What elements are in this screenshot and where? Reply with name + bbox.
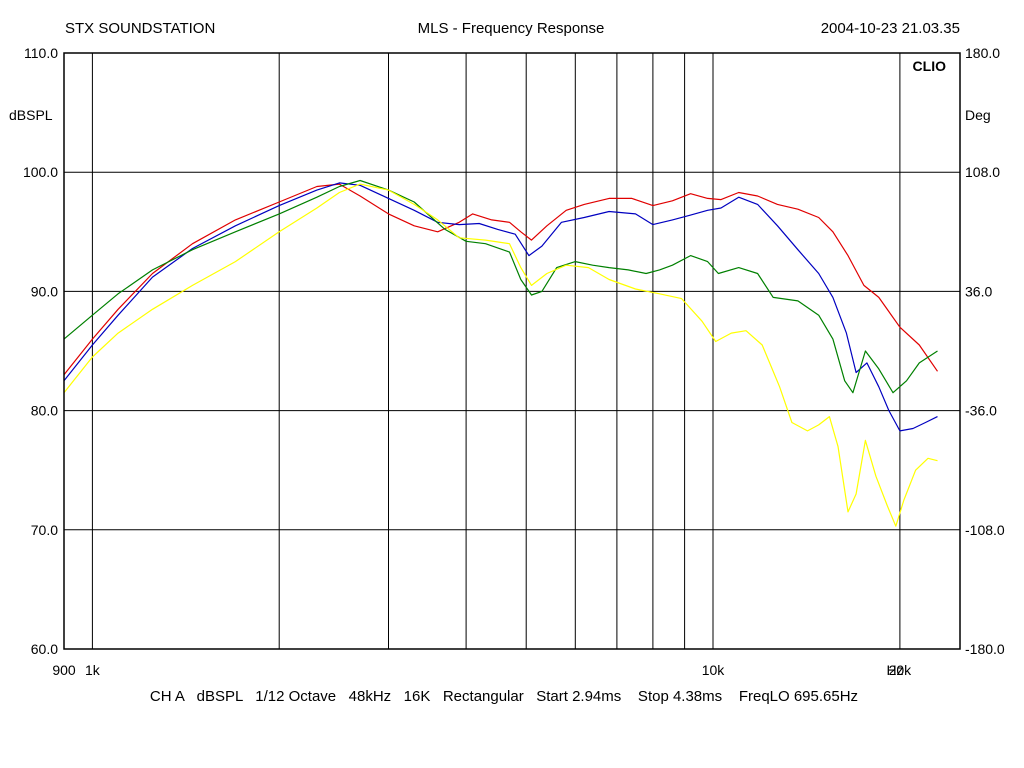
series-line-3 (63, 179, 938, 394)
y-tick-label: 90.0 (31, 283, 58, 299)
header-left: STX SOUNDSTATION (65, 20, 215, 37)
x-tick-label: 20k (889, 662, 913, 678)
y-tick-label: 70.0 (31, 522, 58, 538)
y-tick-label: 100.0 (23, 164, 58, 180)
footer-settings: CH A dBSPL 1/12 Octave 48kHz 16K Rectang… (150, 688, 858, 705)
series-line-2 (63, 182, 938, 432)
y-tick-label: 80.0 (31, 403, 58, 419)
y-tick-label: 110.0 (24, 45, 58, 61)
x-unit-label: Hz (886, 662, 903, 678)
x-axis: 900 1k 10k 20k (52, 662, 912, 678)
series-line-1 (63, 183, 938, 376)
series-line-4 (63, 183, 938, 527)
y2-axis-label: Deg (965, 107, 991, 123)
clio-brand: CLIO (913, 58, 947, 74)
x-tick-label: 1k (85, 662, 101, 678)
y-axis-label: dBSPL (9, 107, 53, 123)
plot-frame (63, 52, 961, 650)
y2-tick-label: 180.0 (965, 45, 1000, 61)
x-tick-label: 900 (52, 662, 76, 678)
y2-tick-label: -180.0 (965, 641, 1005, 657)
y2-tick-label: 36.0 (965, 283, 992, 299)
y-tick-label: 60.0 (31, 641, 58, 657)
y-axis-left: 110.0 100.0 90.0 80.0 70.0 60.0 (23, 45, 58, 657)
header-timestamp: 2004-10-23 21.03.35 (821, 20, 960, 37)
header-title: MLS - Frequency Response (418, 20, 605, 37)
y2-tick-label: -36.0 (965, 403, 997, 419)
y2-tick-label: 108.0 (965, 164, 1000, 180)
y2-tick-label: -108.0 (965, 522, 1005, 538)
series-group (63, 179, 938, 527)
y-axis-right: 180.0 108.0 36.0 -36.0 -108.0 -180.0 (965, 45, 1005, 657)
grid (64, 53, 960, 649)
x-tick-label: 10k (702, 662, 726, 678)
